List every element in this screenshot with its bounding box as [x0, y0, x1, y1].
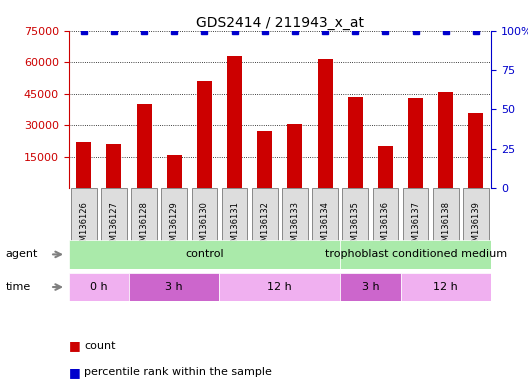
- Text: trophoblast conditioned medium: trophoblast conditioned medium: [325, 249, 507, 260]
- FancyBboxPatch shape: [69, 240, 340, 269]
- Bar: [468, 113, 484, 188]
- FancyBboxPatch shape: [403, 188, 428, 265]
- Text: GSM136126: GSM136126: [79, 201, 88, 252]
- Text: 0 h: 0 h: [90, 282, 108, 292]
- Text: agent: agent: [5, 249, 37, 260]
- FancyBboxPatch shape: [343, 188, 368, 265]
- FancyBboxPatch shape: [401, 273, 491, 301]
- Bar: [197, 81, 212, 188]
- Bar: [76, 142, 91, 188]
- Bar: [167, 155, 182, 188]
- Bar: [287, 124, 303, 188]
- Text: 12 h: 12 h: [433, 282, 458, 292]
- FancyBboxPatch shape: [282, 188, 308, 265]
- Text: GSM136133: GSM136133: [290, 201, 299, 252]
- Text: ■: ■: [69, 366, 80, 379]
- Text: GSM136134: GSM136134: [320, 201, 329, 252]
- FancyBboxPatch shape: [131, 188, 157, 265]
- Text: GSM136128: GSM136128: [139, 201, 148, 252]
- Text: GSM136138: GSM136138: [441, 201, 450, 252]
- Text: GSM136127: GSM136127: [109, 201, 118, 252]
- Text: control: control: [185, 249, 224, 260]
- Text: GSM136129: GSM136129: [169, 201, 179, 252]
- Text: GSM136139: GSM136139: [472, 201, 480, 252]
- Text: GSM136131: GSM136131: [230, 201, 239, 252]
- Text: percentile rank within the sample: percentile rank within the sample: [84, 367, 272, 377]
- Text: GSM136132: GSM136132: [260, 201, 269, 252]
- FancyBboxPatch shape: [340, 240, 491, 269]
- FancyBboxPatch shape: [373, 188, 398, 265]
- Bar: [438, 92, 454, 188]
- FancyBboxPatch shape: [69, 273, 129, 301]
- Bar: [378, 146, 393, 188]
- Text: GSM136130: GSM136130: [200, 201, 209, 252]
- Bar: [227, 56, 242, 188]
- Text: 3 h: 3 h: [165, 282, 183, 292]
- FancyBboxPatch shape: [252, 188, 278, 265]
- Bar: [257, 131, 272, 188]
- FancyBboxPatch shape: [129, 273, 220, 301]
- FancyBboxPatch shape: [222, 188, 248, 265]
- Bar: [408, 98, 423, 188]
- FancyBboxPatch shape: [433, 188, 459, 265]
- FancyBboxPatch shape: [312, 188, 338, 265]
- Text: GSM136135: GSM136135: [351, 201, 360, 252]
- Text: GSM136136: GSM136136: [381, 201, 390, 252]
- Bar: [348, 97, 363, 188]
- Text: 3 h: 3 h: [362, 282, 379, 292]
- FancyBboxPatch shape: [192, 188, 217, 265]
- Text: GSM136137: GSM136137: [411, 201, 420, 252]
- Bar: [106, 144, 121, 188]
- Bar: [317, 59, 333, 188]
- Title: GDS2414 / 211943_x_at: GDS2414 / 211943_x_at: [196, 16, 364, 30]
- FancyBboxPatch shape: [71, 188, 97, 265]
- Text: ■: ■: [69, 339, 80, 352]
- FancyBboxPatch shape: [220, 273, 340, 301]
- FancyBboxPatch shape: [162, 188, 187, 265]
- Text: time: time: [5, 282, 31, 292]
- FancyBboxPatch shape: [101, 188, 127, 265]
- FancyBboxPatch shape: [463, 188, 489, 265]
- Bar: [137, 104, 152, 188]
- Text: 12 h: 12 h: [268, 282, 292, 292]
- FancyBboxPatch shape: [340, 273, 401, 301]
- Text: count: count: [84, 341, 116, 351]
